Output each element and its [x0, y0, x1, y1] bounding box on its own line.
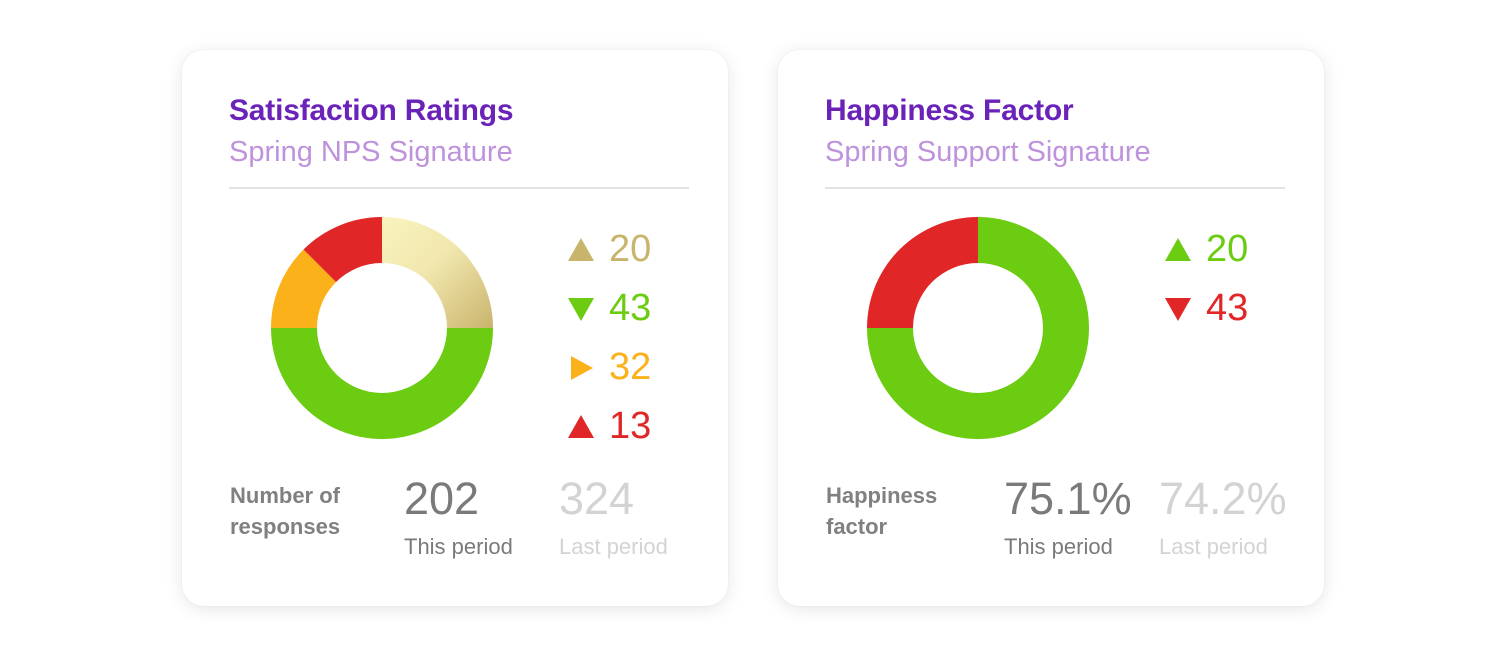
last-period-value: 324 — [559, 473, 635, 524]
triangle-down-icon — [568, 298, 594, 321]
triangle-up-icon — [568, 415, 594, 438]
donut-slice — [271, 328, 493, 439]
this-period-stat: 202 This period — [404, 474, 513, 560]
triangle-up-icon — [568, 238, 594, 261]
donut-slice — [382, 217, 493, 328]
last-period-caption: Last period — [1159, 534, 1268, 559]
triangle-right-icon — [571, 356, 593, 380]
card-subtitle: Spring Support Signature — [825, 136, 1151, 168]
metric-label: Number of responses — [230, 483, 341, 539]
legend-value: 20 — [1206, 228, 1249, 270]
legend-value: 43 — [609, 287, 652, 329]
this-period-value: 75.1% — [1004, 473, 1132, 524]
divider — [229, 187, 689, 189]
legend-value: 20 — [609, 228, 652, 270]
happiness-factor-card: Happiness Factor Spring Support Signatur… — [778, 50, 1324, 606]
last-period-stat: 324 Last period — [559, 474, 668, 560]
triangle-down-icon — [1165, 298, 1191, 321]
card-title: Satisfaction Ratings — [229, 94, 514, 127]
last-period-stat: 74.2% Last period — [1159, 474, 1287, 560]
last-period-value: 74.2% — [1159, 473, 1287, 524]
donut-slice — [271, 249, 337, 328]
legend-value: 32 — [609, 346, 652, 388]
legend-value: 43 — [1206, 287, 1249, 329]
card-title: Happiness Factor — [825, 94, 1074, 127]
this-period-stat: 75.1% This period — [1004, 474, 1132, 560]
this-period-value: 202 — [404, 473, 480, 524]
metric-label: Happiness factor — [826, 483, 938, 539]
donut-slice — [303, 217, 382, 283]
donut-slice — [867, 217, 978, 328]
donut-slice — [867, 217, 1089, 439]
last-period-caption: Last period — [559, 534, 668, 559]
this-period-caption: This period — [404, 534, 513, 559]
satisfaction-ratings-card: Satisfaction Ratings Spring NPS Signatur… — [182, 50, 728, 606]
this-period-caption: This period — [1004, 534, 1113, 559]
legend-value: 13 — [609, 405, 652, 447]
donut-chart — [867, 217, 1089, 439]
donut-chart — [271, 217, 493, 439]
triangle-up-icon — [1165, 238, 1191, 261]
divider — [825, 187, 1285, 189]
card-subtitle: Spring NPS Signature — [229, 136, 513, 168]
